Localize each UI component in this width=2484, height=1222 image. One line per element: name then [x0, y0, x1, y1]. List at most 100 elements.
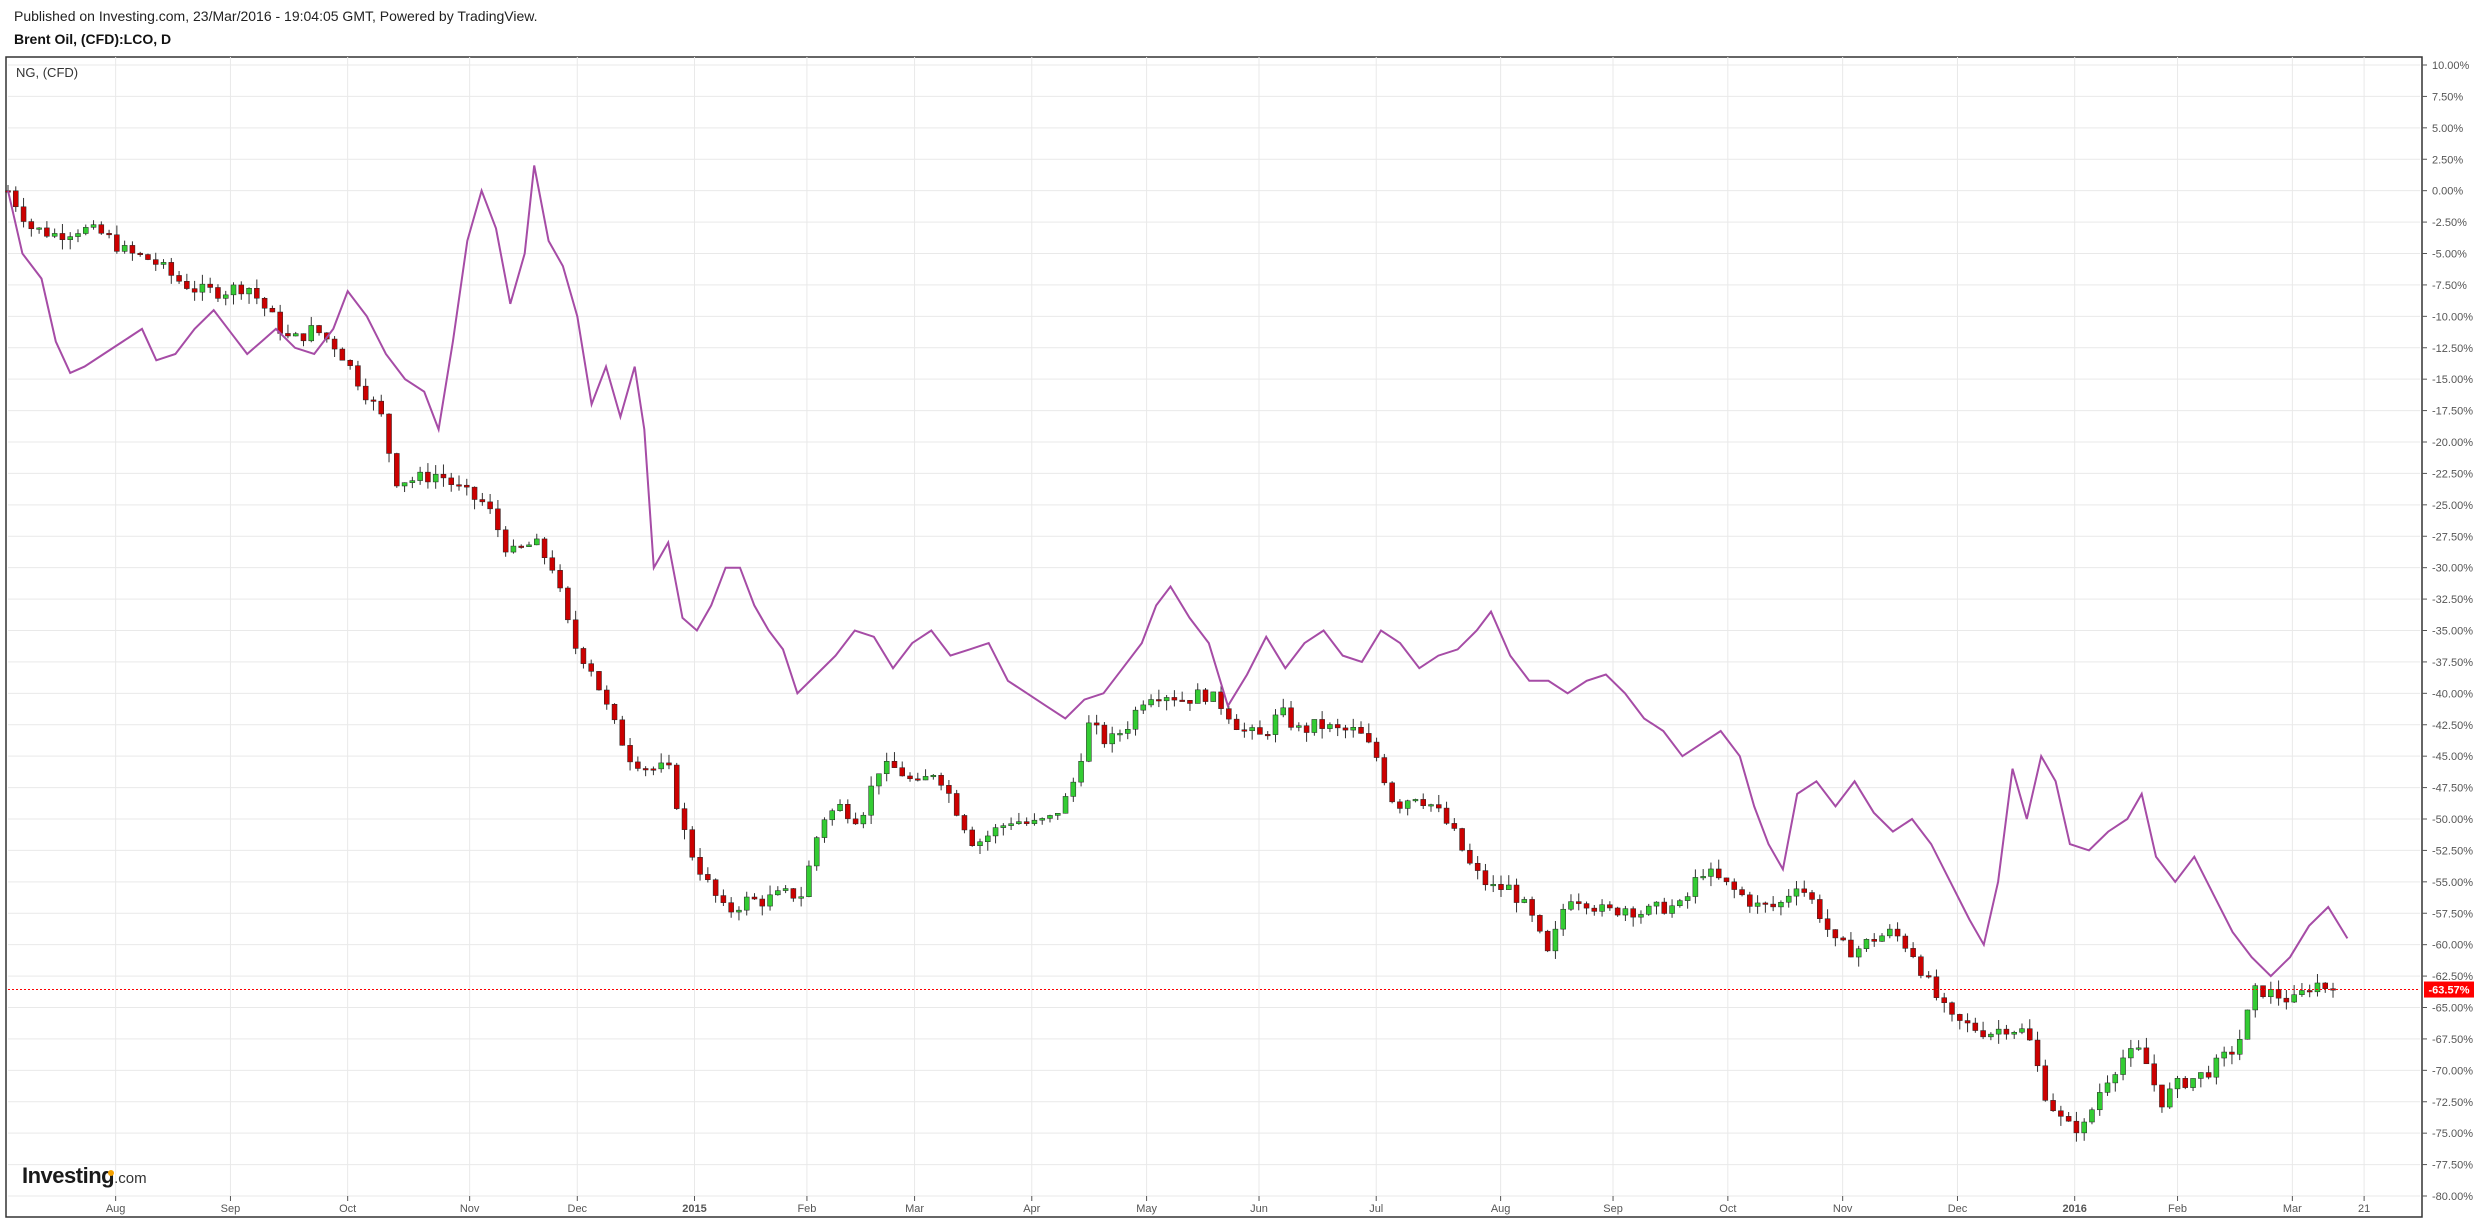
candle-down: [1957, 1014, 1963, 1021]
candle-down: [1910, 948, 1916, 958]
candle-up: [1568, 901, 1574, 910]
candle-up: [775, 890, 781, 896]
candle-up: [1692, 877, 1699, 897]
candle-up: [1249, 727, 1255, 732]
candle-down: [1381, 757, 1388, 784]
y-tick-label: -52.50%: [2432, 845, 2473, 857]
candle-up: [821, 819, 828, 838]
candle-down: [1894, 928, 1901, 937]
y-tick-label: -7.50%: [2432, 280, 2467, 292]
y-tick-label: -32.50%: [2432, 594, 2473, 606]
y-tick-label: 10.00%: [2432, 60, 2470, 72]
candle-down: [487, 501, 493, 510]
candle-up: [1000, 825, 1007, 828]
candle-down: [1187, 700, 1193, 704]
candle-up: [1210, 691, 1217, 702]
candle-down: [129, 245, 136, 254]
candle-up: [2174, 1078, 2181, 1090]
y-tick-label: -37.50%: [2432, 657, 2473, 669]
candle-up: [2112, 1074, 2119, 1084]
candle-down: [2003, 1028, 2010, 1035]
candle-down: [611, 703, 618, 721]
candle-up: [1163, 697, 1170, 702]
candle-down: [1739, 889, 1745, 896]
candle-up: [1086, 722, 1092, 762]
logo-brand: Investing: [22, 1163, 115, 1188]
candle-up: [743, 896, 750, 911]
candle-down: [2151, 1063, 2157, 1086]
publish-info: Published on Investing.com, 23/Mar/2016 …: [14, 8, 538, 24]
candle-up: [1506, 884, 1512, 890]
candle-up: [2198, 1072, 2204, 1079]
candle-down: [852, 818, 859, 825]
candle-down: [681, 808, 688, 830]
y-tick-label: -2.50%: [2432, 217, 2467, 229]
candle-down: [1467, 849, 1473, 864]
y-tick-label: -47.50%: [2432, 783, 2473, 795]
candle-up: [2166, 1088, 2173, 1108]
candle-down: [1334, 724, 1341, 729]
candle-up: [2236, 1039, 2243, 1055]
candle-down: [1241, 729, 1248, 732]
y-tick-label: -35.00%: [2432, 626, 2473, 638]
candle-down: [1459, 828, 1465, 851]
candle-down: [1949, 1002, 1955, 1015]
candle-down: [168, 262, 175, 276]
candle-down: [1358, 727, 1364, 734]
candle-down: [1614, 907, 1621, 916]
candle-down: [1871, 939, 1877, 942]
candle-down: [1848, 939, 1854, 958]
investing-logo[interactable]: Investing.com: [22, 1163, 147, 1189]
candle-down: [1824, 918, 1831, 930]
x-tick-label: Sep: [1603, 1203, 1623, 1215]
candle-up: [432, 473, 439, 483]
candle-down: [1902, 935, 1909, 949]
x-tick-label: Jul: [1369, 1203, 1383, 1215]
candle-down: [13, 190, 19, 208]
candle-down: [627, 745, 633, 763]
candle-down: [184, 281, 190, 289]
candle-down: [300, 333, 307, 342]
candle-down: [1264, 734, 1271, 737]
candle-up: [2190, 1078, 2196, 1088]
candle-down: [145, 254, 151, 260]
candle-down: [1607, 904, 1613, 909]
candle-down: [1023, 821, 1030, 824]
x-tick-label: 2016: [2062, 1203, 2086, 1215]
last-value-badge: [2424, 981, 2474, 998]
candle-down: [642, 768, 649, 771]
candle-up: [1412, 799, 1419, 802]
candle-down: [106, 233, 112, 236]
candle-up: [1490, 884, 1496, 887]
x-tick-label: Aug: [1491, 1203, 1511, 1215]
candle-up: [409, 480, 416, 483]
candle-up: [90, 224, 97, 228]
y-tick-label: 7.50%: [2432, 91, 2463, 103]
candle-down: [1972, 1022, 1979, 1031]
candle-up: [1988, 1033, 1994, 1038]
y-tick-label: -75.00%: [2432, 1128, 2473, 1140]
candle-up: [1653, 901, 1660, 907]
candle-down: [331, 338, 338, 350]
x-tick-label: Dec: [1948, 1203, 1968, 1215]
candle-up: [1645, 905, 1652, 915]
candle-down: [1941, 997, 1947, 1003]
candle-down: [2065, 1116, 2072, 1122]
y-tick-label: -80.00%: [2432, 1191, 2473, 1203]
candle-up: [860, 814, 867, 825]
candle-up: [1669, 905, 1675, 914]
candle-down: [2042, 1065, 2049, 1101]
candle-up: [868, 785, 874, 816]
candle-up: [526, 544, 532, 547]
candle-up: [1708, 868, 1714, 877]
candle-down: [1397, 801, 1403, 809]
candle-up: [2291, 994, 2297, 1003]
candle-down: [114, 234, 120, 252]
candle-up: [1117, 733, 1123, 736]
y-tick-label: -50.00%: [2432, 814, 2473, 826]
candle-up: [2011, 1032, 2017, 1035]
candle-up: [75, 233, 81, 237]
candle-down: [370, 399, 377, 402]
candle-up: [308, 325, 315, 342]
